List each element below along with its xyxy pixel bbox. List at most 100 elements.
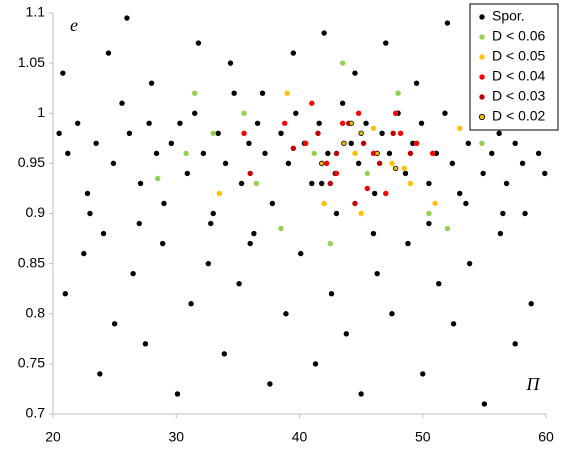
point — [87, 210, 93, 217]
point — [481, 401, 488, 407]
point — [348, 140, 354, 147]
point — [298, 250, 304, 257]
point — [146, 120, 152, 126]
point — [130, 270, 136, 277]
point — [327, 240, 334, 247]
point — [383, 40, 389, 46]
point — [210, 130, 216, 136]
point — [450, 321, 457, 327]
point — [282, 120, 288, 126]
point — [184, 170, 191, 177]
point — [254, 120, 261, 126]
point — [358, 130, 364, 136]
legend-marker — [479, 54, 485, 60]
legend-marker — [479, 74, 485, 80]
point — [309, 100, 315, 106]
point — [444, 225, 451, 232]
point — [401, 165, 407, 172]
point — [262, 150, 268, 157]
y-tick-label: 1.05 — [18, 54, 45, 70]
point — [253, 180, 260, 187]
point — [433, 150, 440, 157]
point — [426, 220, 432, 227]
point — [352, 150, 358, 157]
point — [370, 230, 377, 237]
point — [323, 160, 330, 167]
x-tick-label: 30 — [168, 429, 184, 445]
point — [339, 100, 346, 106]
point — [352, 200, 358, 207]
point — [535, 150, 542, 157]
point — [247, 240, 253, 247]
y-tick-label: 1 — [37, 104, 45, 120]
point — [386, 150, 393, 157]
point — [84, 190, 91, 197]
point — [358, 210, 364, 217]
point — [236, 280, 242, 287]
point — [405, 240, 411, 247]
point — [407, 180, 414, 187]
point — [290, 50, 297, 56]
legend-label: D < 0.05 — [492, 48, 546, 64]
point — [246, 140, 252, 147]
point — [183, 150, 189, 157]
point — [512, 140, 518, 147]
legend-label: D < 0.03 — [492, 88, 546, 104]
legend-label: D < 0.04 — [492, 68, 546, 84]
y-tick-label: 0.7 — [26, 405, 46, 421]
point — [65, 150, 71, 157]
point — [522, 210, 528, 217]
point — [418, 120, 425, 126]
point — [188, 301, 194, 307]
x-axis-label: Π — [526, 374, 541, 394]
point — [343, 331, 350, 337]
point — [503, 180, 510, 187]
point — [100, 230, 107, 237]
point — [341, 140, 347, 147]
point — [390, 130, 396, 136]
point — [215, 130, 221, 136]
point — [333, 210, 340, 217]
point — [56, 130, 62, 136]
point — [302, 140, 309, 147]
point — [284, 90, 290, 96]
point — [420, 371, 426, 377]
x-tick-label: 50 — [415, 429, 431, 445]
point — [457, 190, 463, 197]
y-tick-label: 0.9 — [26, 204, 46, 220]
point — [432, 200, 438, 207]
point — [402, 170, 409, 177]
point — [496, 130, 502, 136]
point — [278, 225, 284, 232]
point — [360, 140, 367, 147]
y-tick-label: 0.75 — [18, 355, 45, 371]
point — [148, 80, 155, 86]
point — [339, 120, 346, 126]
point — [177, 120, 183, 126]
point — [457, 125, 463, 131]
point — [119, 100, 125, 106]
point — [392, 110, 399, 116]
point — [269, 200, 276, 207]
point — [195, 40, 202, 46]
point — [325, 150, 331, 157]
point — [205, 260, 211, 267]
point — [241, 130, 247, 136]
point — [463, 200, 469, 207]
point — [465, 140, 472, 147]
point — [62, 291, 69, 297]
point — [363, 120, 369, 126]
point — [311, 150, 317, 157]
point — [466, 260, 473, 267]
point — [355, 110, 362, 116]
point — [290, 145, 297, 152]
point — [247, 170, 253, 177]
point — [285, 160, 292, 167]
legend-label: D < 0.02 — [492, 108, 546, 124]
point — [370, 150, 377, 157]
point — [364, 170, 370, 177]
y-tick-label: 1.1 — [26, 4, 46, 20]
point — [110, 160, 117, 167]
point — [333, 170, 340, 177]
point — [227, 60, 234, 66]
